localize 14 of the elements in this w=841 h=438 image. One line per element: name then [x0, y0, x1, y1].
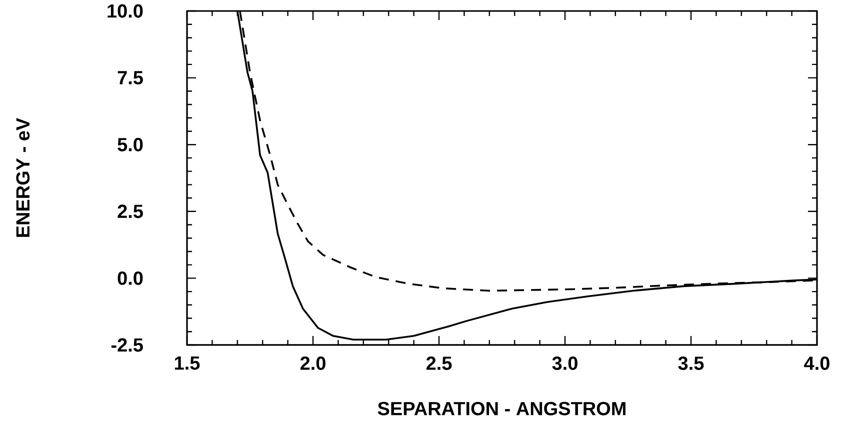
- x-axis-title: SEPARATION - ANGSTROM: [378, 402, 626, 416]
- y-tick-label: 7.5: [118, 71, 143, 84]
- y-tick-label: 2.5: [118, 204, 143, 218]
- y-tick-label: 0.0: [118, 271, 143, 285]
- y-tick-label: 10.0: [108, 4, 143, 18]
- y-tick-label: -2.5: [111, 338, 143, 352]
- y-axis-title: ENERGY - eV: [16, 118, 30, 237]
- x-tick-label: 3.0: [552, 356, 578, 370]
- x-tick-label: 3.5: [678, 356, 704, 370]
- x-tick-label: 4.0: [804, 356, 830, 370]
- x-tick-label: 2.0: [300, 356, 326, 370]
- x-tick-label: 2.5: [426, 356, 452, 370]
- x-tick-label: 1.5: [174, 356, 200, 370]
- y-tick-label: 5.0: [118, 138, 143, 152]
